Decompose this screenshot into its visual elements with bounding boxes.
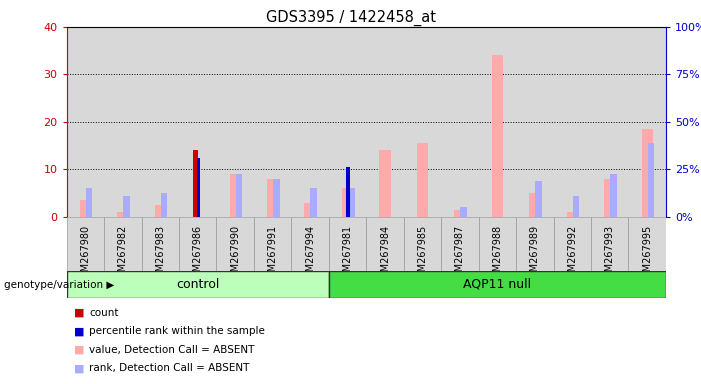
Bar bbox=[86, 189, 93, 217]
Bar bbox=[454, 210, 465, 217]
Bar bbox=[536, 181, 542, 217]
Bar bbox=[142, 27, 179, 217]
Bar bbox=[366, 27, 404, 217]
Bar bbox=[196, 157, 200, 217]
Bar bbox=[80, 200, 91, 217]
Bar bbox=[267, 179, 278, 217]
Bar bbox=[161, 193, 168, 217]
Bar bbox=[479, 217, 516, 271]
Text: value, Detection Call = ABSENT: value, Detection Call = ABSENT bbox=[89, 345, 254, 355]
Bar bbox=[155, 205, 166, 217]
Bar bbox=[254, 27, 292, 217]
Bar bbox=[254, 217, 292, 271]
Bar bbox=[610, 174, 617, 217]
Bar bbox=[417, 143, 428, 217]
Text: GSM267982: GSM267982 bbox=[118, 225, 128, 284]
Bar bbox=[193, 151, 198, 217]
Bar bbox=[641, 129, 653, 217]
Bar bbox=[366, 217, 404, 271]
Bar bbox=[273, 179, 280, 217]
Bar bbox=[404, 217, 441, 271]
Bar bbox=[516, 27, 554, 217]
Bar bbox=[566, 212, 578, 217]
Bar bbox=[179, 217, 217, 271]
Text: GSM267995: GSM267995 bbox=[642, 225, 652, 284]
Text: percentile rank within the sample: percentile rank within the sample bbox=[89, 326, 265, 336]
Text: ■: ■ bbox=[74, 363, 84, 373]
Bar bbox=[529, 193, 540, 217]
Bar bbox=[604, 179, 615, 217]
Bar bbox=[573, 195, 580, 217]
Bar bbox=[142, 217, 179, 271]
Bar bbox=[441, 217, 479, 271]
Bar bbox=[441, 27, 479, 217]
Bar bbox=[461, 207, 467, 217]
Text: GSM267991: GSM267991 bbox=[268, 225, 278, 284]
Text: GSM267985: GSM267985 bbox=[418, 225, 428, 284]
Bar bbox=[479, 27, 516, 217]
Bar bbox=[348, 189, 355, 217]
Text: GSM267984: GSM267984 bbox=[380, 225, 390, 284]
Text: GSM267994: GSM267994 bbox=[305, 225, 315, 284]
Bar bbox=[229, 174, 240, 217]
Bar bbox=[217, 217, 254, 271]
Bar bbox=[67, 271, 329, 298]
Bar bbox=[379, 151, 390, 217]
Text: GSM267988: GSM267988 bbox=[492, 225, 503, 284]
Text: GSM267986: GSM267986 bbox=[193, 225, 203, 284]
Text: GSM267987: GSM267987 bbox=[455, 225, 465, 284]
Bar bbox=[346, 167, 350, 217]
Bar bbox=[104, 27, 142, 217]
Bar bbox=[67, 27, 104, 217]
Bar bbox=[342, 189, 353, 217]
Bar bbox=[67, 217, 104, 271]
Text: GSM267992: GSM267992 bbox=[567, 225, 578, 284]
Bar bbox=[329, 217, 366, 271]
Bar bbox=[217, 27, 254, 217]
Text: ■: ■ bbox=[74, 308, 84, 318]
Text: rank, Detection Call = ABSENT: rank, Detection Call = ABSENT bbox=[89, 363, 250, 373]
Text: GSM267993: GSM267993 bbox=[605, 225, 615, 284]
Text: GDS3395 / 1422458_at: GDS3395 / 1422458_at bbox=[266, 10, 435, 26]
Text: genotype/variation ▶: genotype/variation ▶ bbox=[4, 280, 114, 290]
Text: control: control bbox=[176, 278, 219, 291]
Bar bbox=[554, 217, 591, 271]
Bar bbox=[304, 203, 315, 217]
Bar bbox=[554, 27, 591, 217]
Bar bbox=[629, 217, 666, 271]
Bar bbox=[492, 55, 503, 217]
Text: GSM267980: GSM267980 bbox=[81, 225, 90, 284]
Bar bbox=[104, 217, 142, 271]
Bar bbox=[123, 195, 130, 217]
Bar bbox=[179, 27, 217, 217]
Text: ■: ■ bbox=[74, 326, 84, 336]
Bar bbox=[117, 212, 128, 217]
Bar bbox=[629, 27, 666, 217]
Text: AQP11 null: AQP11 null bbox=[463, 278, 531, 291]
Bar bbox=[236, 174, 243, 217]
Text: GSM267981: GSM267981 bbox=[343, 225, 353, 284]
Bar bbox=[329, 271, 666, 298]
Bar bbox=[648, 143, 654, 217]
Bar bbox=[404, 27, 441, 217]
Bar bbox=[292, 27, 329, 217]
Text: GSM267983: GSM267983 bbox=[155, 225, 165, 284]
Bar bbox=[591, 217, 629, 271]
Text: GSM267990: GSM267990 bbox=[230, 225, 240, 284]
Text: ■: ■ bbox=[74, 345, 84, 355]
Bar bbox=[516, 217, 554, 271]
Text: GSM267989: GSM267989 bbox=[530, 225, 540, 284]
Text: count: count bbox=[89, 308, 118, 318]
Bar bbox=[292, 217, 329, 271]
Bar bbox=[591, 27, 629, 217]
Bar bbox=[329, 27, 366, 217]
Bar bbox=[311, 189, 317, 217]
